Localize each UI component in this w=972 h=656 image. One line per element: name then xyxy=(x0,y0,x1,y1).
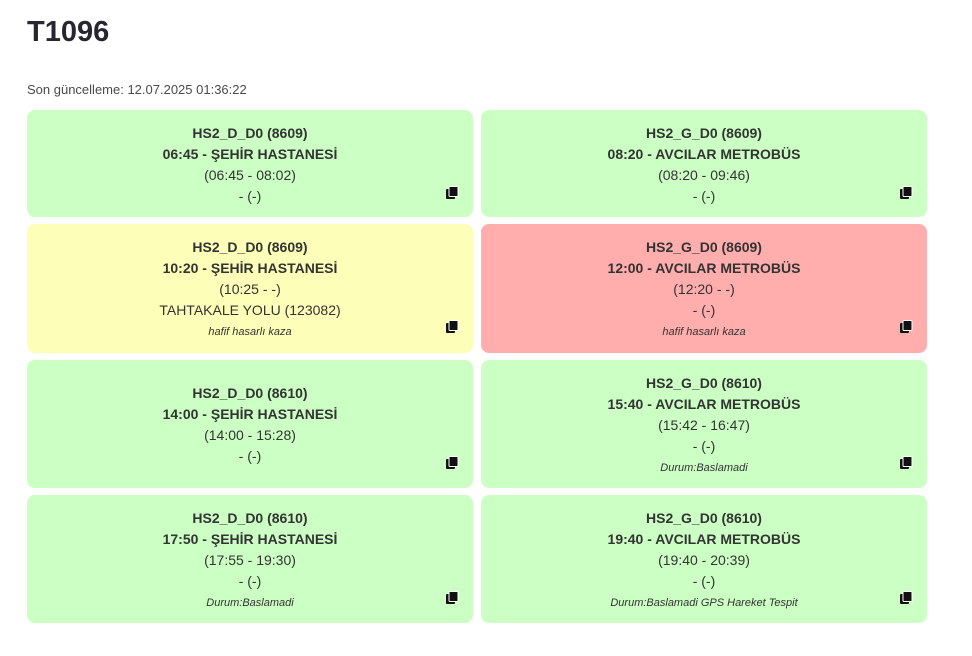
trip-note: hafif hasarlı kaza xyxy=(662,326,746,338)
trip-times: (15:42 - 16:47) xyxy=(658,417,750,433)
copy-icon[interactable] xyxy=(899,320,913,334)
trip-note: hafif hasarlı kaza xyxy=(208,326,292,338)
trip-times: (14:00 - 15:28) xyxy=(204,427,296,443)
trip-location: TAHTAKALE YOLU (123082) xyxy=(159,302,341,318)
page-title: T1096 xyxy=(27,16,110,48)
trip-note: Durum:Baslamadi xyxy=(206,597,294,609)
trip-location: - (-) xyxy=(238,188,262,204)
last-update-text: Son güncelleme: 12.07.2025 01:36:22 xyxy=(27,82,247,97)
route-code: HS2_D_D0 (8609) xyxy=(192,125,308,141)
trip-times: (10:25 - -) xyxy=(219,281,281,297)
trip-departure: 17:50 - ŞEHİR HASTANESİ xyxy=(162,531,338,547)
trip-card-grid: HS2_D_D0 (8609) 06:45 - ŞEHİR HASTANESİ … xyxy=(27,110,927,623)
route-code: HS2_D_D0 (8610) xyxy=(192,510,308,526)
trip-card: HS2_D_D0 (8610) 17:50 - ŞEHİR HASTANESİ … xyxy=(27,495,473,623)
trip-card: HS2_G_D0 (8609) 12:00 - AVCILAR METROBÜS… xyxy=(481,224,927,353)
trip-times: (06:45 - 08:02) xyxy=(204,167,296,183)
trip-location: - (-) xyxy=(692,302,716,318)
trip-card: HS2_D_D0 (8610) 14:00 - ŞEHİR HASTANESİ … xyxy=(27,360,473,488)
trip-times: (17:55 - 19:30) xyxy=(204,552,296,568)
copy-icon[interactable] xyxy=(899,186,913,200)
route-code: HS2_D_D0 (8610) xyxy=(192,385,308,401)
trip-departure: 15:40 - AVCILAR METROBÜS xyxy=(607,396,801,412)
trip-times: (19:40 - 20:39) xyxy=(658,552,750,568)
trip-card: HS2_D_D0 (8609) 06:45 - ŞEHİR HASTANESİ … xyxy=(27,110,473,217)
trip-location: - (-) xyxy=(692,438,716,454)
trip-card: HS2_G_D0 (8609) 08:20 - AVCILAR METROBÜS… xyxy=(481,110,927,217)
route-code: HS2_G_D0 (8610) xyxy=(646,375,762,391)
copy-icon[interactable] xyxy=(445,591,459,605)
trip-card: HS2_G_D0 (8610) 15:40 - AVCILAR METROBÜS… xyxy=(481,360,927,488)
trip-location: - (-) xyxy=(692,188,716,204)
trip-times: (12:20 - -) xyxy=(673,281,735,297)
trip-departure: 12:00 - AVCILAR METROBÜS xyxy=(607,260,801,276)
route-code: HS2_G_D0 (8610) xyxy=(646,510,762,526)
copy-icon[interactable] xyxy=(445,456,459,470)
trip-note: Durum:Baslamadi xyxy=(660,462,748,474)
trip-departure: 14:00 - ŞEHİR HASTANESİ xyxy=(162,406,338,422)
copy-icon[interactable] xyxy=(899,591,913,605)
trip-card: HS2_D_D0 (8609) 10:20 - ŞEHİR HASTANESİ … xyxy=(27,224,473,353)
copy-icon[interactable] xyxy=(445,320,459,334)
trip-card: HS2_G_D0 (8610) 19:40 - AVCILAR METROBÜS… xyxy=(481,495,927,623)
trip-location: - (-) xyxy=(692,573,716,589)
copy-icon[interactable] xyxy=(899,456,913,470)
trip-location: - (-) xyxy=(238,573,262,589)
route-code: HS2_D_D0 (8609) xyxy=(192,239,308,255)
trip-departure: 08:20 - AVCILAR METROBÜS xyxy=(607,146,801,162)
trip-location: - (-) xyxy=(238,448,262,464)
route-code: HS2_G_D0 (8609) xyxy=(646,239,762,255)
route-code: HS2_G_D0 (8609) xyxy=(646,125,762,141)
trip-departure: 06:45 - ŞEHİR HASTANESİ xyxy=(162,146,338,162)
trip-times: (08:20 - 09:46) xyxy=(658,167,750,183)
trip-departure: 19:40 - AVCILAR METROBÜS xyxy=(607,531,801,547)
trip-departure: 10:20 - ŞEHİR HASTANESİ xyxy=(162,260,338,276)
copy-icon[interactable] xyxy=(445,186,459,200)
trip-note: Durum:Baslamadi GPS Hareket Tespit xyxy=(610,597,798,609)
